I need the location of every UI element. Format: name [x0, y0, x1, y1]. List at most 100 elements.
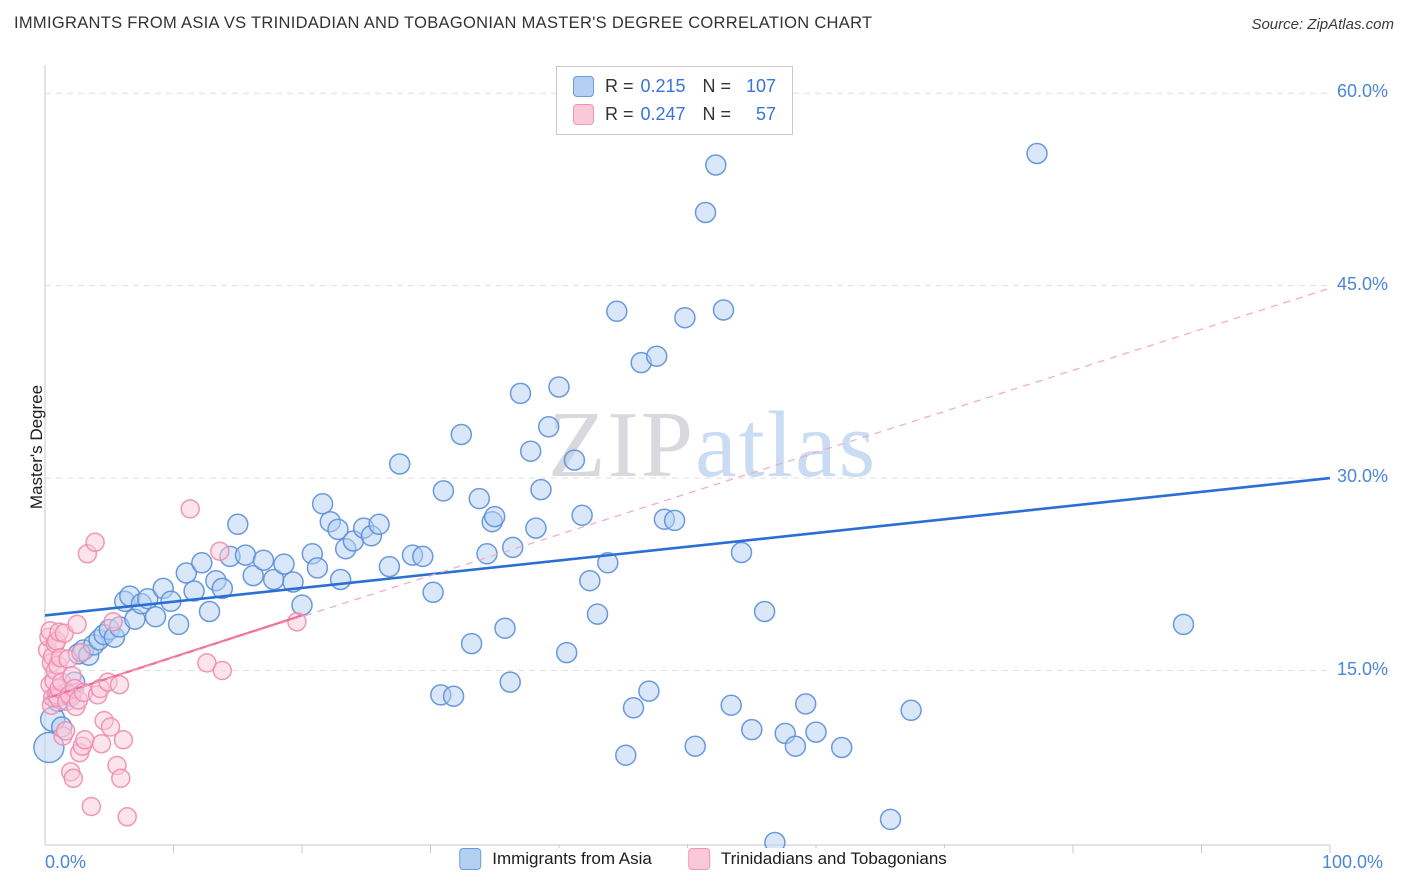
data-point-asia	[712, 299, 735, 321]
data-point-asia	[388, 453, 411, 475]
data-point-asia	[537, 416, 560, 438]
asia-swatch-icon	[573, 76, 594, 97]
asia-legend-swatch-icon	[459, 848, 482, 870]
data-point-asia	[879, 808, 902, 831]
watermark-atlas: atlas	[695, 393, 878, 497]
source-text: Source: ZipAtlas.com	[1251, 16, 1394, 33]
data-point-asia	[784, 735, 807, 757]
data-point-asia	[586, 603, 609, 625]
asia-n-label: N =	[702, 76, 732, 96]
trend-line	[44, 476, 1331, 617]
data-point-trinidad	[63, 768, 84, 789]
data-point-asia	[327, 518, 349, 541]
data-point-asia	[499, 671, 521, 693]
trinidad-n-value: 57	[756, 104, 777, 124]
y-tick-label-30: 30.0%	[1337, 466, 1389, 486]
data-point-asia	[191, 552, 213, 574]
data-point-asia	[805, 721, 827, 743]
data-point-asia	[144, 605, 167, 628]
trend-line-dashed	[44, 287, 1331, 700]
data-point-asia	[252, 549, 275, 571]
data-point-asia	[509, 382, 532, 405]
data-point-asia	[519, 440, 542, 462]
data-point-trinidad	[85, 532, 105, 553]
data-point-asia	[597, 552, 619, 574]
data-point-asia	[468, 487, 491, 510]
x-tick-label-min: 0.0%	[45, 852, 87, 872]
data-point-asia	[198, 600, 221, 623]
data-point-asia	[615, 744, 637, 766]
data-point-asia	[450, 423, 473, 446]
data-point-asia	[476, 543, 498, 565]
data-point-asia	[579, 569, 601, 592]
data-point-trinidad	[210, 541, 230, 561]
watermark-zip: ZIP	[548, 393, 695, 497]
data-point-asia	[412, 545, 434, 568]
data-point-asia	[705, 154, 727, 176]
data-point-asia	[1172, 613, 1195, 636]
data-point-asia	[234, 544, 257, 566]
data-point-asia	[638, 680, 660, 702]
data-point-trinidad	[81, 796, 102, 817]
asia-r-label: R =	[605, 76, 634, 96]
data-point-asia	[329, 568, 352, 591]
y-tick-label-60: 60.0%	[1337, 81, 1389, 101]
data-point-asia	[494, 617, 516, 639]
data-point-asia	[378, 555, 401, 578]
data-point-asia	[460, 632, 483, 655]
data-point-asia	[674, 306, 696, 329]
data-point-asia	[645, 345, 668, 367]
x-tick-label-max: 100.0%	[1322, 852, 1384, 872]
data-point-trinidad	[180, 499, 200, 519]
data-point-asia	[663, 509, 686, 532]
data-point-asia	[753, 600, 776, 623]
data-point-asia	[242, 564, 264, 587]
trinidad-legend-swatch-icon	[687, 848, 710, 870]
data-point-asia	[306, 557, 329, 579]
asia-legend-label: Immigrants from Asia	[492, 849, 652, 868]
data-point-asia	[563, 449, 586, 471]
data-point-asia	[273, 553, 295, 575]
data-point-asia	[167, 613, 190, 636]
data-point-asia	[830, 736, 853, 759]
data-point-asia	[684, 735, 706, 757]
data-point-asia	[227, 513, 249, 536]
data-point-asia	[694, 201, 717, 224]
data-point-asia	[548, 376, 570, 398]
data-point-trinidad	[197, 653, 217, 673]
data-point-asia	[311, 493, 334, 515]
data-point-asia	[606, 300, 628, 323]
data-point-asia	[501, 536, 524, 559]
data-point-asia	[622, 697, 645, 719]
y-axis-title: Master's Degree	[27, 384, 46, 510]
data-point-trinidad	[55, 721, 76, 741]
data-point-asia	[442, 685, 465, 707]
chart-title: IMMIGRANTS FROM ASIA VS TRINIDADIAN AND …	[14, 14, 873, 32]
asia-n-value: 107	[745, 76, 777, 96]
legend-item-asia[interactable]: Immigrants from Asia	[459, 848, 652, 870]
data-point-asia	[211, 577, 234, 600]
legend-row-trinidad: R = 0.247 N = 57	[573, 104, 776, 125]
data-point-asia	[422, 581, 444, 604]
data-point-asia	[291, 594, 313, 616]
data-point-asia	[368, 513, 390, 536]
legend-box: R = 0.215 N = 107 R = 0.247 N = 57	[556, 66, 794, 135]
legend-row-asia: R = 0.215 N = 107	[573, 76, 776, 97]
data-point-asia	[183, 580, 205, 602]
data-point-trinidad	[111, 768, 131, 789]
data-point-asia	[720, 694, 742, 716]
trinidad-r-label: R =	[605, 104, 634, 124]
trinidad-n-label: N =	[702, 104, 732, 124]
data-point-asia	[555, 641, 578, 664]
data-point-trinidad	[109, 674, 130, 695]
data-point-asia	[1026, 142, 1048, 165]
legend-item-trinidad[interactable]: Trinidadians and Tobagonians	[687, 848, 947, 870]
data-point-asia	[571, 504, 593, 527]
data-point-asia	[730, 541, 753, 564]
data-point-trinidad	[113, 730, 134, 750]
data-point-trinidad	[75, 730, 95, 750]
trinidad-legend-label: Trinidadians and Tobagonians	[720, 849, 947, 868]
trinidad-r-value: 0.247	[640, 104, 686, 124]
data-point-trinidad	[71, 642, 91, 663]
data-point-asia	[525, 517, 547, 539]
